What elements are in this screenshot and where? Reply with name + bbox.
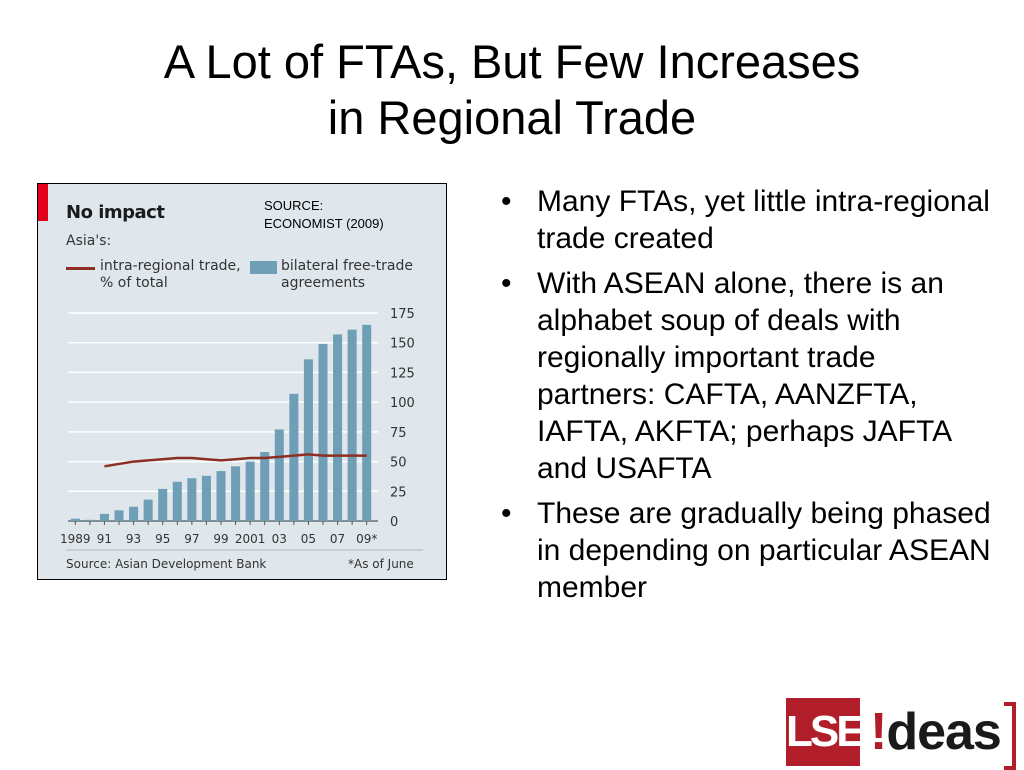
- bar: [333, 334, 343, 521]
- x-tick-label: 09*: [356, 532, 377, 546]
- logo-ideas-bang: !: [870, 703, 887, 761]
- bar: [129, 506, 139, 521]
- bullet-dot: •: [501, 185, 512, 218]
- legend-bar-swatch: [250, 261, 277, 274]
- chart-source: Source: Asian Development Bank: [66, 557, 267, 571]
- bar: [362, 324, 372, 521]
- bar: [260, 452, 270, 521]
- legend-line-label: intra-regional trade, % of total: [100, 258, 241, 291]
- bar: [231, 466, 241, 521]
- slide-title-line-1: A Lot of FTAs, But Few Increases: [163, 35, 861, 88]
- x-tick-label: 99: [213, 532, 228, 546]
- x-tick-label: 95: [155, 532, 170, 546]
- legend-line-swatch: [66, 267, 95, 270]
- bar: [158, 488, 168, 521]
- bar: [187, 478, 197, 521]
- bar: [289, 393, 299, 521]
- bullet-list: • Many FTAs, yet little intra-regional tr…: [497, 183, 992, 614]
- chart-subtitle: Asia's:: [66, 233, 112, 249]
- bullet-text: Many FTAs, yet little intra-regional tra…: [537, 185, 990, 255]
- lse-ideas-logo: LSE !deas: [786, 698, 1016, 770]
- bullet-dot: •: [501, 267, 512, 300]
- logo-ideas-wordmark: !deas: [870, 698, 1002, 766]
- x-tick-label: 1989: [60, 532, 91, 546]
- bar: [143, 499, 153, 521]
- y-tick-label: 175: [390, 307, 415, 322]
- x-tick-label: 91: [97, 532, 112, 546]
- legend-bar-label: bilateral free-trade agreements: [281, 258, 414, 291]
- y-tick-label: 150: [390, 337, 415, 352]
- bar: [318, 343, 328, 521]
- chart-figure: No impact Asia's: intra-regional trade, …: [37, 183, 447, 580]
- bar: [99, 513, 109, 521]
- logo-ideas-rest: deas: [886, 703, 1002, 761]
- y-tick-label: 100: [390, 396, 415, 411]
- slide-title-line-2: in Regional Trade: [327, 91, 697, 144]
- chart-plot: 0 25 50 75 100 125 150 175 1989 91 93 95 97 99 2001 03 0…: [60, 307, 423, 551]
- bar: [347, 329, 357, 521]
- chart-footnote: *As of June: [348, 557, 414, 571]
- bullet-text: These are gradually being phased in depe…: [537, 497, 991, 604]
- chart-title: No impact: [66, 202, 165, 223]
- x-tick-label: 03: [272, 532, 287, 546]
- bar: [201, 475, 211, 521]
- bullet-dot: •: [501, 497, 512, 530]
- x-tick-label: 97: [184, 532, 199, 546]
- slide-title: A Lot of FTAs, But Few Increases in Regi…: [0, 34, 1024, 146]
- logo-lse-mark: LSE: [786, 698, 866, 766]
- bar: [172, 481, 182, 521]
- bar: [303, 359, 313, 521]
- y-tick-label: 0: [390, 515, 398, 530]
- source-note-line-1: SOURCE:: [264, 198, 324, 213]
- y-tick-label: 125: [390, 366, 415, 381]
- trade-share-line: [104, 453, 367, 468]
- x-tick-label: 05: [301, 532, 316, 546]
- bar: [216, 471, 226, 521]
- bar: [245, 461, 255, 521]
- x-tick-label: 07: [330, 532, 345, 546]
- source-note-line-2: ECONOMIST (2009): [264, 216, 384, 231]
- logo-bracket: [1004, 702, 1016, 770]
- y-tick-label: 25: [390, 485, 407, 500]
- y-tick-label: 75: [390, 426, 407, 441]
- bar: [85, 519, 95, 521]
- bullet-text: With ASEAN alone, there is an alphabet s…: [537, 267, 951, 485]
- bullet-item: • These are gradually being phased in dep…: [497, 495, 992, 606]
- bullet-item: • Many FTAs, yet little intra-regional tr…: [497, 183, 992, 257]
- bar: [114, 510, 124, 521]
- x-tick-label: 93: [126, 532, 141, 546]
- bar: [274, 429, 284, 521]
- y-tick-label: 50: [390, 456, 407, 471]
- bullet-item: • With ASEAN alone, there is an alphabet …: [497, 265, 992, 487]
- bar: [70, 518, 80, 521]
- source-note: SOURCE: ECONOMIST (2009): [264, 197, 444, 233]
- x-tick-label: 2001: [235, 532, 266, 546]
- economist-red-tab: [38, 184, 48, 221]
